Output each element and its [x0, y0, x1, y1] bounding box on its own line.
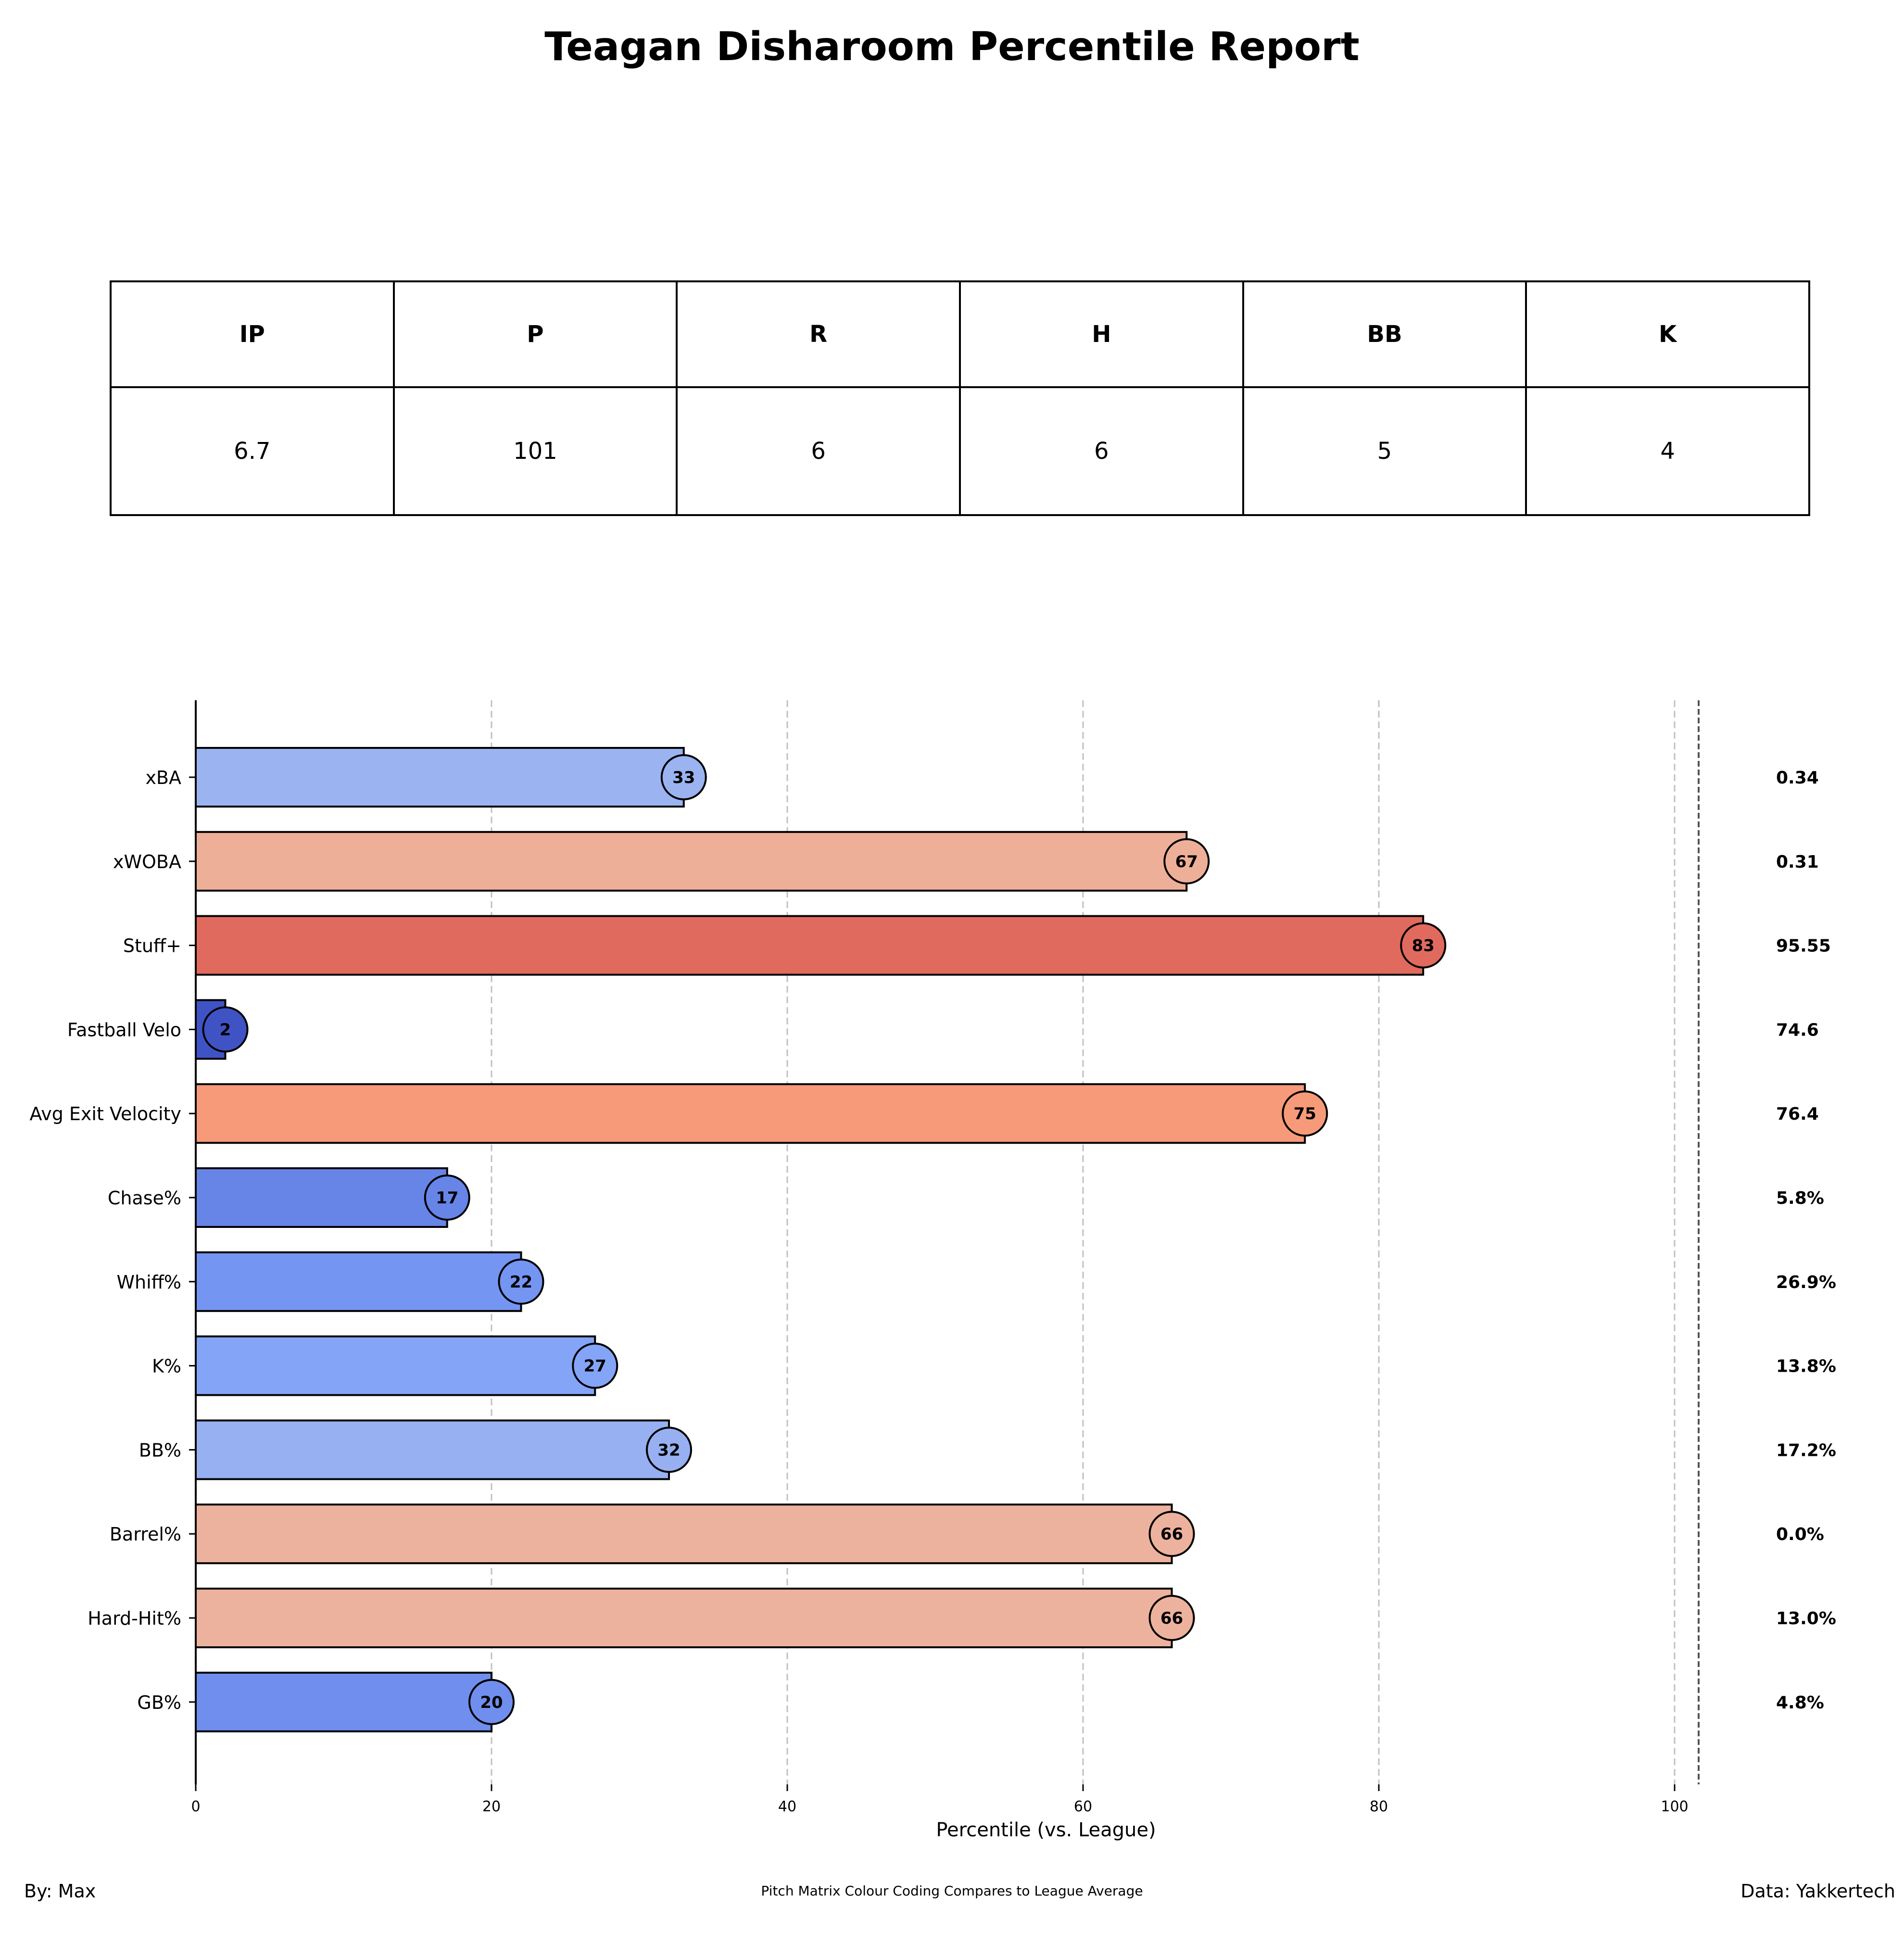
percentile-marker — [1148, 1511, 1195, 1557]
y-tick-label: Barrel% — [110, 1524, 181, 1545]
y-tick-label: BB% — [139, 1440, 181, 1461]
percentile-marker — [1282, 1090, 1328, 1137]
stat-value-label: 0.31 — [1776, 852, 1819, 872]
percentile-marker — [1148, 1595, 1195, 1641]
percentile-label: 66 — [1160, 1609, 1183, 1628]
percentile-marker — [646, 1427, 692, 1473]
stats-header-row: IP P R H BB K — [110, 280, 1810, 388]
percentile-marker — [468, 1679, 515, 1725]
x-tick-label: 20 — [482, 1798, 501, 1815]
stat-value-label: 4.8% — [1776, 1693, 1824, 1713]
stat-value-label: 95.55 — [1776, 936, 1831, 956]
chart-title: Teagan Disharoom Percentile Report — [544, 24, 1360, 70]
percentile-label: 67 — [1175, 852, 1198, 871]
percentile-marker — [424, 1175, 470, 1221]
bar-7 — [195, 1335, 596, 1396]
y-tick-label: Chase% — [108, 1187, 181, 1209]
x-tick-label: 40 — [778, 1798, 796, 1815]
stat-value-label: 0.0% — [1776, 1525, 1824, 1544]
percentile-label: 17 — [436, 1188, 458, 1208]
percentile-marker — [660, 754, 707, 800]
y-tick-label: Hard-Hit% — [88, 1608, 181, 1629]
stat-value-label: 13.8% — [1776, 1357, 1836, 1377]
stats-header-cell: R — [676, 280, 961, 388]
percentile-label: 66 — [1160, 1525, 1183, 1544]
bar-0 — [195, 747, 685, 808]
percentile-label: 32 — [657, 1440, 680, 1460]
percentile-marker — [202, 1006, 249, 1053]
stat-value-label: 0.34 — [1776, 768, 1819, 788]
bar-10 — [195, 1588, 1173, 1648]
stats-table: IP P R H BB K 6.7 101 6 6 5 4 — [110, 280, 1810, 516]
stats-value-cell: 6 — [676, 386, 961, 516]
stats-value-cell: 5 — [1242, 386, 1527, 516]
y-tick-label: xWOBA — [113, 851, 181, 872]
stats-value-cell: 4 — [1525, 386, 1810, 516]
stat-value-label: 26.9% — [1776, 1273, 1836, 1292]
bar-1 — [195, 831, 1188, 892]
y-tick-label: Stuff+ — [123, 935, 181, 957]
percentile-label: 22 — [510, 1273, 532, 1292]
percentile-label: 27 — [584, 1357, 606, 1376]
x-tick-label: 100 — [1661, 1798, 1688, 1815]
percentile-label: 83 — [1412, 936, 1435, 956]
stat-value-label: 76.4 — [1776, 1104, 1819, 1124]
percentile-marker — [498, 1258, 544, 1305]
bar-2 — [195, 915, 1425, 976]
bar-5 — [195, 1167, 448, 1228]
stat-value-label: 74.6 — [1776, 1020, 1819, 1040]
bar-4 — [195, 1083, 1306, 1144]
footer-author: By: Max — [24, 1881, 96, 1902]
stat-value-label: 17.2% — [1776, 1440, 1836, 1460]
y-tick-label: Avg Exit Velocity — [29, 1103, 181, 1124]
percentile-marker — [1163, 838, 1210, 884]
bar-6 — [195, 1251, 522, 1312]
y-tick-label: Whiff% — [116, 1272, 181, 1293]
stats-header-cell: IP — [110, 280, 395, 388]
bar-9 — [195, 1503, 1173, 1565]
x-tick-label: 60 — [1074, 1798, 1092, 1815]
percentile-marker — [572, 1342, 618, 1389]
stat-value-label: 5.8% — [1776, 1188, 1824, 1208]
y-tick-label: K% — [152, 1356, 181, 1377]
x-axis-title: Percentile (vs. League) — [936, 1819, 1156, 1841]
stats-value-row: 6.7 101 6 6 5 4 — [110, 386, 1810, 516]
stats-header-cell: BB — [1242, 280, 1527, 388]
percentile-marker — [1400, 922, 1447, 969]
stats-value-cell: 6.7 — [110, 386, 395, 516]
percentile-label: 20 — [480, 1693, 503, 1712]
percentile-label: 33 — [672, 768, 695, 787]
stats-value-cell: 6 — [958, 386, 1244, 516]
x-tick-label: 0 — [191, 1798, 200, 1815]
stats-header-cell: K — [1525, 280, 1810, 388]
percentile-label: 75 — [1294, 1104, 1316, 1124]
stat-value-label: 13.0% — [1776, 1609, 1836, 1629]
footer-note: Pitch Matrix Colour Coding Compares to L… — [761, 1883, 1143, 1899]
y-tick-label: xBA — [145, 767, 181, 788]
stats-value-cell: 101 — [392, 386, 678, 516]
y-tick-label: GB% — [137, 1692, 181, 1713]
y-tick-label: Fastball Velo — [67, 1019, 181, 1040]
footer-source: Data: Yakkertech — [1740, 1881, 1895, 1902]
bar-8 — [195, 1419, 670, 1480]
bar-11 — [195, 1671, 492, 1732]
stats-header-cell: H — [958, 280, 1244, 388]
x-tick-label: 80 — [1370, 1798, 1388, 1815]
percentile-label: 2 — [220, 1020, 231, 1039]
stats-header-cell: P — [392, 280, 678, 388]
